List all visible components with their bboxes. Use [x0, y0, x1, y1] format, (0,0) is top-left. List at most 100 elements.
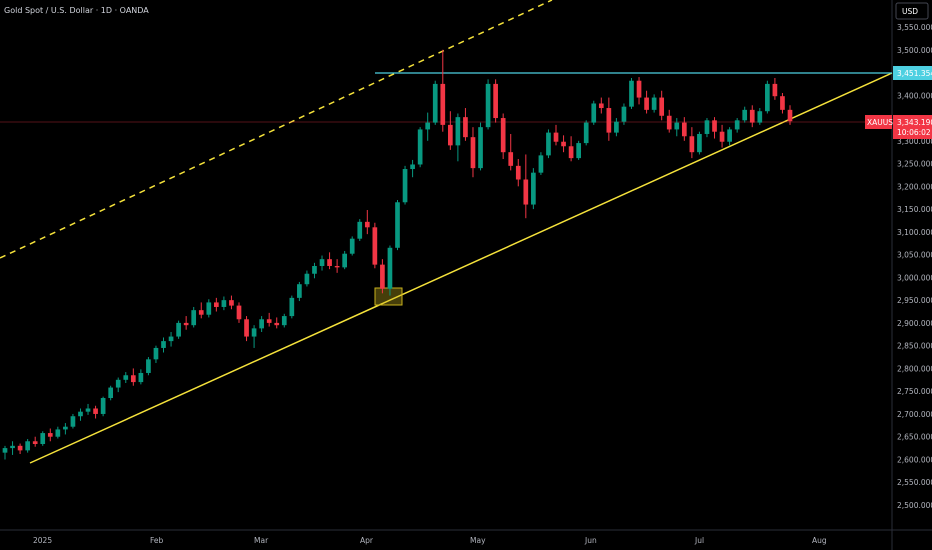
candle[interactable] [78, 408, 83, 421]
candle[interactable] [380, 259, 385, 294]
candle[interactable] [463, 108, 468, 141]
candle[interactable] [2, 445, 8, 460]
candle[interactable] [312, 262, 317, 279]
candle[interactable] [432, 80, 438, 125]
candle[interactable] [138, 369, 144, 385]
candle[interactable] [598, 97, 604, 114]
candle[interactable] [780, 93, 785, 114]
candle[interactable] [115, 377, 121, 393]
candle[interactable] [100, 396, 106, 417]
candle[interactable] [395, 199, 400, 251]
candle[interactable] [523, 154, 529, 219]
candle[interactable] [349, 236, 355, 256]
candle[interactable] [485, 79, 491, 130]
candle[interactable] [251, 325, 257, 348]
candle[interactable] [123, 372, 129, 383]
candle[interactable] [606, 97, 612, 141]
candle[interactable] [704, 118, 710, 138]
candle[interactable] [470, 127, 476, 178]
candle[interactable] [478, 122, 483, 171]
candle[interactable] [274, 317, 280, 329]
candle[interactable] [146, 357, 151, 376]
candle[interactable] [229, 295, 234, 310]
candle[interactable] [244, 316, 249, 342]
candle[interactable] [342, 250, 348, 270]
candle[interactable] [515, 159, 521, 187]
candle[interactable] [168, 332, 174, 347]
candle[interactable] [327, 252, 332, 270]
candle[interactable] [719, 124, 725, 148]
candle[interactable] [440, 49, 446, 132]
candle[interactable] [10, 441, 15, 455]
candle[interactable] [334, 259, 340, 273]
candle[interactable] [93, 405, 98, 419]
candle[interactable] [629, 77, 634, 109]
candle[interactable] [304, 270, 310, 287]
candle[interactable] [681, 117, 687, 141]
candle[interactable] [266, 312, 272, 327]
candle[interactable] [402, 165, 408, 205]
candle[interactable] [40, 431, 46, 446]
candle[interactable] [357, 219, 363, 241]
candle[interactable] [757, 108, 763, 125]
candle[interactable] [697, 131, 702, 155]
candle[interactable] [666, 109, 672, 133]
candle[interactable] [410, 159, 415, 178]
candle[interactable] [108, 385, 114, 401]
candle[interactable] [576, 140, 581, 160]
currency-button-bg[interactable] [895, 2, 929, 20]
candle[interactable] [289, 295, 295, 319]
candle[interactable] [500, 113, 506, 160]
candle[interactable] [493, 79, 498, 123]
candle[interactable] [772, 77, 778, 100]
candle[interactable] [742, 106, 748, 123]
candle[interactable] [455, 113, 461, 162]
candle[interactable] [591, 100, 597, 125]
candle[interactable] [447, 111, 453, 150]
candle[interactable] [425, 112, 431, 141]
candle[interactable] [70, 413, 76, 429]
candle[interactable] [55, 426, 61, 439]
candle[interactable] [749, 105, 755, 128]
candle[interactable] [17, 443, 23, 455]
candle[interactable] [765, 80, 770, 114]
candle[interactable] [568, 136, 574, 162]
candle[interactable] [191, 306, 197, 328]
candle[interactable] [651, 94, 657, 113]
candle[interactable] [636, 77, 642, 105]
candle[interactable] [319, 255, 325, 271]
candle[interactable] [372, 222, 378, 269]
candle[interactable] [546, 129, 551, 159]
candle[interactable] [32, 436, 38, 447]
candle[interactable] [236, 302, 242, 323]
candle[interactable] [727, 127, 732, 146]
candle[interactable] [561, 135, 566, 153]
candle[interactable] [176, 320, 181, 339]
candle[interactable] [259, 316, 264, 333]
candle[interactable] [161, 337, 166, 353]
candle[interactable] [297, 281, 302, 302]
candle[interactable] [553, 124, 559, 146]
candle[interactable] [206, 299, 212, 318]
candle[interactable] [538, 152, 544, 175]
candle[interactable] [674, 118, 680, 137]
candle[interactable] [153, 345, 159, 363]
candle[interactable] [63, 423, 68, 435]
candle[interactable] [47, 428, 53, 442]
candle[interactable] [85, 403, 91, 415]
candle[interactable] [659, 90, 665, 121]
candle[interactable] [183, 316, 189, 330]
highlight-box[interactable] [374, 287, 403, 306]
candle[interactable] [787, 105, 793, 125]
candle[interactable] [214, 297, 219, 312]
channel-dashed-line[interactable] [0, 0, 553, 259]
candle[interactable] [25, 438, 30, 453]
candle[interactable] [689, 127, 695, 159]
candle[interactable] [583, 120, 589, 146]
currency-button[interactable]: USD [902, 7, 918, 16]
candle[interactable] [531, 168, 536, 210]
candle[interactable] [417, 127, 423, 168]
candle[interactable] [734, 118, 740, 133]
candle[interactable] [364, 210, 370, 235]
